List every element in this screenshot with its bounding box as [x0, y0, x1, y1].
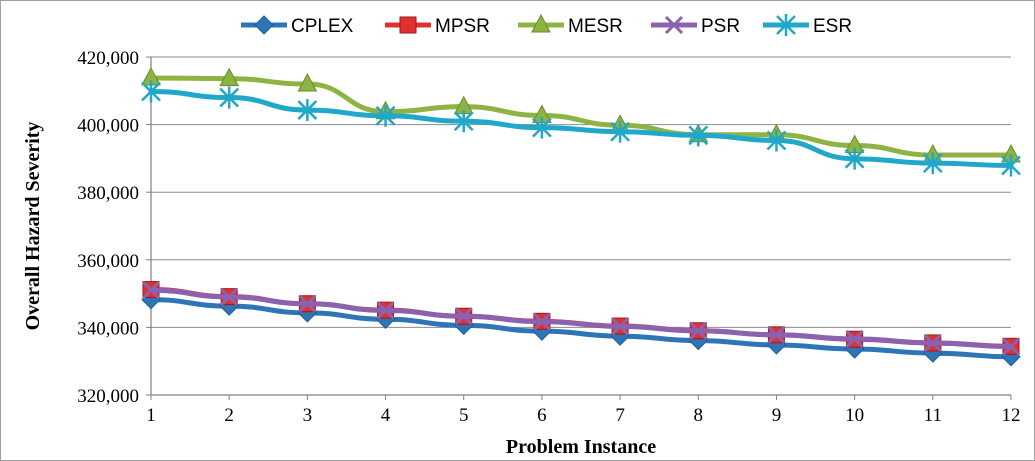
data-point-esr: [453, 110, 474, 133]
legend-label: CPLEX: [291, 16, 354, 37]
legend-item-mesr: MESR: [518, 13, 623, 37]
series-line-mesr: [148, 75, 1014, 158]
data-point-mesr: [219, 67, 240, 87]
series-line-esr: [148, 88, 1014, 168]
series-lines: [141, 66, 1021, 367]
data-point-esr: [219, 86, 240, 109]
legend-marker-psr: [664, 15, 684, 35]
legend-label: MESR: [568, 16, 623, 37]
legend-marker-esr: [776, 14, 796, 36]
data-point-esr: [688, 124, 709, 147]
data-point-psr: [923, 333, 942, 353]
data-point-psr: [611, 317, 630, 336]
x-tick-label: 5: [459, 405, 469, 426]
x-axis-title: Problem Instance: [506, 436, 656, 458]
tick-labels: 320,000 340,000 360,000 380,000 400,000 420,0…: [77, 48, 1020, 426]
y-tick-label: 320,000: [77, 386, 139, 407]
y-tick-label: 380,000: [77, 183, 139, 204]
legend-label: ESR: [813, 16, 852, 37]
data-point-psr: [298, 294, 317, 313]
x-tick-label: 3: [303, 405, 313, 426]
data-point-psr: [845, 329, 864, 348]
data-point-psr: [689, 321, 708, 340]
legend-item-esr: ESR: [763, 14, 852, 37]
data-point-esr: [922, 152, 943, 175]
y-tick-label: 400,000: [77, 116, 139, 137]
x-tick-label: 1: [146, 405, 156, 426]
series-mpsr: [142, 281, 1020, 355]
legend-label: PSR: [701, 16, 740, 37]
x-tick-label: 10: [845, 405, 864, 426]
series-esr: [141, 80, 1021, 177]
x-tick-label: 12: [1002, 405, 1021, 426]
legend-marker-mesr: [531, 13, 551, 33]
series-mesr: [141, 66, 1021, 163]
x-tick-label: 8: [694, 405, 704, 426]
x-tick-label: 6: [537, 405, 547, 426]
y-tick-label: 340,000: [77, 318, 139, 339]
legend-marker-mpsr: [399, 16, 417, 34]
data-point-psr: [220, 287, 239, 307]
data-point-psr: [1001, 337, 1021, 356]
data-point-esr: [766, 129, 787, 152]
data-point-esr: [532, 116, 552, 139]
series-line-psr: [148, 287, 1014, 350]
data-point-psr: [767, 325, 786, 344]
x-tick-label: 2: [224, 405, 234, 426]
series-line-cplex: [148, 297, 1014, 360]
legend-item-psr: PSR: [651, 15, 740, 37]
data-point-esr: [844, 147, 865, 170]
data-point-psr: [454, 307, 473, 326]
legend-marker-cplex: [254, 15, 274, 35]
x-tick-label: 4: [381, 405, 391, 426]
data-point-psr: [532, 312, 551, 331]
legend: CPLEX MPSR MESR PSR ESR: [241, 13, 852, 37]
gridlines: [151, 56, 1011, 328]
legend-item-cplex: CPLEX: [241, 15, 354, 37]
x-tick-label: 11: [924, 405, 942, 426]
data-point-psr: [376, 301, 395, 320]
legend-label: MPSR: [435, 16, 490, 37]
y-tick-label: 360,000: [77, 251, 139, 272]
x-tick-label: 7: [615, 405, 625, 426]
data-point-esr: [141, 80, 161, 103]
data-point-esr: [1001, 154, 1021, 177]
legend-item-mpsr: MPSR: [385, 16, 490, 37]
axes: [146, 56, 1012, 400]
data-point-esr: [297, 99, 318, 122]
data-point-psr: [141, 281, 161, 300]
y-tick-label: 420,000: [77, 48, 139, 69]
data-point-esr: [375, 104, 396, 127]
series-psr: [141, 281, 1021, 356]
y-axis-title: Overall Hazard Severity: [22, 122, 44, 331]
data-point-esr: [610, 120, 630, 143]
x-tick-label: 9: [772, 405, 782, 426]
data-point-mesr: [297, 72, 318, 92]
